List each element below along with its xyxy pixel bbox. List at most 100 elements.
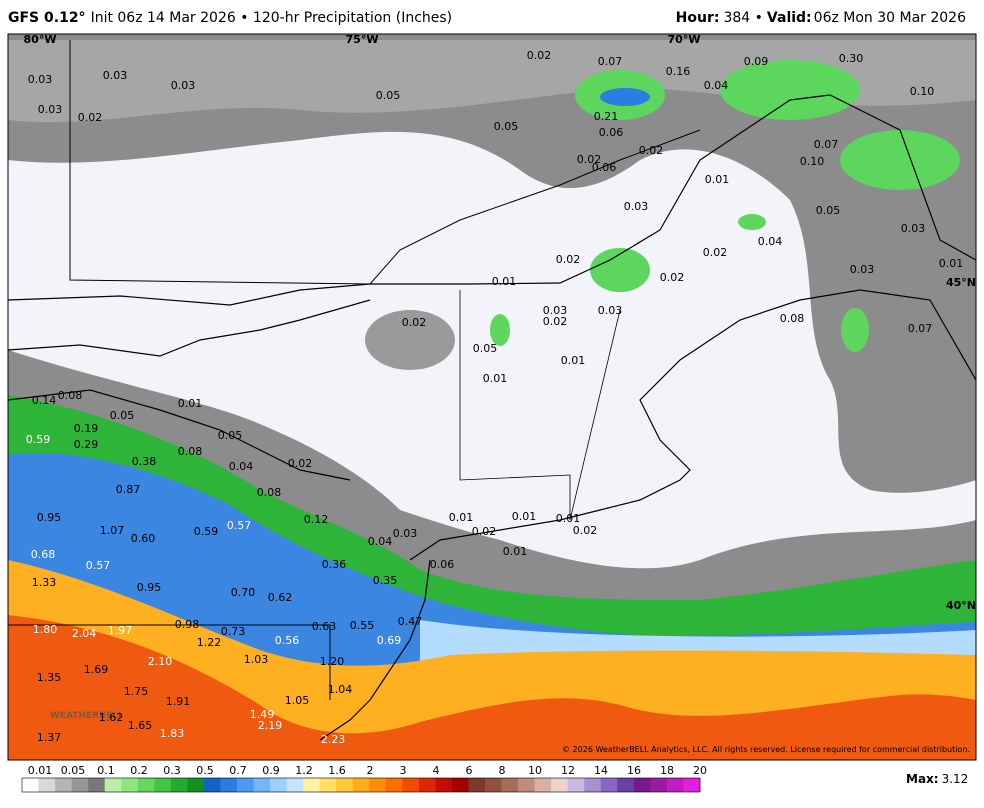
legend-swatch: [435, 778, 453, 792]
legend-label: 4: [433, 764, 440, 777]
value-label: 2.04: [72, 627, 97, 640]
map-frame: [7, 33, 977, 761]
legend-swatch: [551, 778, 569, 792]
legend-label: 10: [528, 764, 542, 777]
legend-swatch: [203, 778, 221, 792]
value-label: 0.36: [322, 558, 347, 571]
state-line: [8, 624, 331, 700]
field-red: [8, 615, 976, 760]
legend-label: 16: [627, 764, 641, 777]
value-label: 0.69: [377, 634, 402, 647]
value-label: 0.95: [137, 581, 162, 594]
value-label: 0.03: [38, 103, 63, 116]
value-label: 2.23: [321, 733, 346, 746]
legend-label: 14: [594, 764, 608, 777]
legend-swatch: [666, 778, 684, 792]
legend-label: 6: [466, 764, 473, 777]
value-label: 0.55: [350, 619, 375, 632]
legend-label: 0.9: [262, 764, 280, 777]
value-label: 0.04: [368, 535, 393, 548]
legend-swatch: [402, 778, 420, 792]
legend-swatch: [137, 778, 155, 792]
model: GFS 0.12°: [8, 10, 86, 26]
copyright: © 2026 WeatherBELL Analytics, LLC. All r…: [562, 745, 970, 754]
field-green-blob: [720, 60, 860, 120]
max: Max: 3.12: [906, 772, 968, 786]
value-label: 1.83: [160, 727, 185, 740]
border: [8, 94, 976, 306]
legend-swatch: [55, 778, 72, 792]
value-label: 0.03: [393, 527, 418, 540]
value-label: 0.04: [704, 79, 729, 92]
value-label: 0.06: [592, 161, 617, 174]
legend-label: 1.2: [295, 764, 313, 777]
value-label: 0.03: [103, 69, 128, 82]
legend-label: 0.05: [61, 764, 86, 777]
value-label: 0.05: [494, 120, 519, 133]
river: [69, 40, 701, 285]
value-label: 0.98: [175, 618, 200, 631]
value-label: 0.03: [901, 222, 926, 235]
legend-swatch: [220, 778, 238, 792]
value-label: 0.05: [218, 429, 243, 442]
value-label: 0.09: [744, 55, 769, 68]
value-label: 0.10: [800, 155, 825, 168]
value-label: 0.05: [816, 204, 841, 217]
legend-swatch: [617, 778, 635, 792]
value-label: 0.03: [598, 304, 623, 317]
valid: 06z Mon 30 Mar 2026: [814, 10, 966, 26]
value-label: 0.10: [910, 85, 935, 98]
state-line: [459, 290, 621, 521]
value-label: 0.60: [131, 532, 156, 545]
value-label: 0.63: [312, 620, 337, 633]
value-label: 0.05: [110, 409, 135, 422]
value-label: 0.12: [304, 513, 329, 526]
legend-label: 0.5: [196, 764, 214, 777]
value-label: 0.02: [556, 253, 581, 266]
lake-shore: [8, 299, 371, 357]
value-label: 0.68: [31, 548, 56, 561]
value-label: 0.02: [543, 315, 568, 328]
value-label: 1.37: [37, 731, 62, 744]
value-label: 0.02: [288, 457, 313, 470]
grid-label: 75°W: [346, 33, 379, 46]
legend-label: 0.3: [163, 764, 181, 777]
field-light-gray: [8, 40, 976, 123]
value-label: 0.02: [527, 49, 552, 62]
map-field: [8, 34, 976, 760]
legend-swatch: [633, 778, 651, 792]
legend-label: 0.01: [28, 764, 53, 777]
hour-label: Hour:: [676, 10, 720, 26]
legend-swatch: [88, 778, 105, 792]
legend-label: 2: [367, 764, 374, 777]
value-label: 0.70: [231, 586, 256, 599]
legend-swatch: [71, 778, 89, 792]
value-label: 0.02: [402, 316, 427, 329]
value-label: 0.01: [561, 354, 586, 367]
legend-label: 3: [400, 764, 407, 777]
legend-swatch: [336, 778, 354, 792]
value-label: 0.02: [573, 524, 598, 537]
init: Init 06z 14 Mar 2026 • 120-hr Precipitat…: [91, 10, 453, 26]
value-label: 0.35: [373, 574, 398, 587]
legend-swatch: [38, 778, 56, 792]
value-label: 0.62: [268, 591, 293, 604]
legend-swatch: [319, 778, 337, 792]
value-label: 0.03: [543, 304, 568, 317]
field-blue-blob: [600, 88, 650, 106]
legend-swatch: [154, 778, 172, 792]
field-green-blob: [590, 248, 650, 292]
value-label: 0.04: [758, 235, 783, 248]
value-label: 0.01: [178, 397, 203, 410]
value-label: 0.95: [37, 511, 62, 524]
lake-shore: [8, 389, 351, 481]
legend-label: 0.2: [130, 764, 148, 777]
legend-swatch: [534, 778, 552, 792]
value-label: 0.08: [780, 312, 805, 325]
field-trace: [8, 131, 976, 569]
legend-swatch: [170, 778, 188, 792]
grid-label: 80°W: [24, 33, 57, 46]
value-label: 1.35: [37, 671, 62, 684]
value-label: 0.02: [78, 111, 103, 124]
value-label: 0.01: [483, 372, 508, 385]
